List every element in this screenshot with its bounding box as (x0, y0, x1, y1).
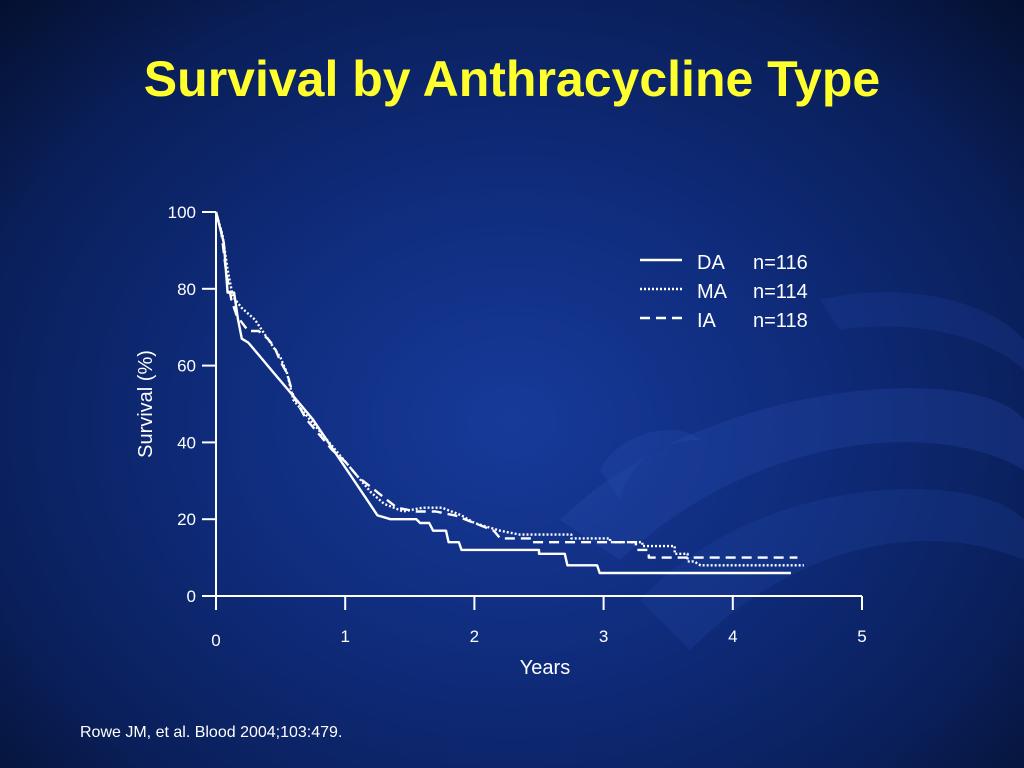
slide-title: Survival by Anthracycline Type (143, 51, 881, 107)
legend-label-ia: IA (697, 310, 717, 332)
x-tick-label: 3 (599, 627, 608, 646)
y-tick-label: 20 (177, 510, 196, 529)
y-tick-label: 100 (168, 203, 196, 222)
x-tick-label: 2 (470, 627, 479, 646)
y-tick-label: 80 (177, 280, 196, 299)
citation-text: Rowe JM, et al. Blood 2004;103:479. (80, 724, 343, 741)
chart-axes: 0 20 40 60 80 100 0 1 2 3 4 5 (168, 203, 867, 650)
legend-label-ma: MA (697, 281, 728, 303)
legend-count-da: n=116 (753, 252, 808, 274)
y-tick-label: 40 (177, 433, 196, 452)
x-tick-label: 5 (857, 627, 866, 646)
legend-label-da: DA (697, 252, 725, 274)
legend-count-ma: n=114 (753, 281, 808, 303)
series-line-ia (214, 211, 798, 559)
x-axis-label: Years (520, 657, 570, 679)
y-tick-label: 0 (187, 587, 196, 606)
legend-count-ia: n=118 (753, 310, 808, 332)
x-tick-label: 1 (340, 627, 349, 646)
x-tick-label: 4 (728, 627, 737, 646)
x-tick-label: 0 (211, 631, 220, 650)
y-axis-label: Survival (%) (135, 350, 157, 458)
y-tick-label: 60 (177, 357, 196, 376)
chart-series (214, 211, 804, 575)
chart-legend: DA n=116 MA n=114 IA n=118 (640, 252, 808, 332)
series-line-da (214, 211, 791, 575)
